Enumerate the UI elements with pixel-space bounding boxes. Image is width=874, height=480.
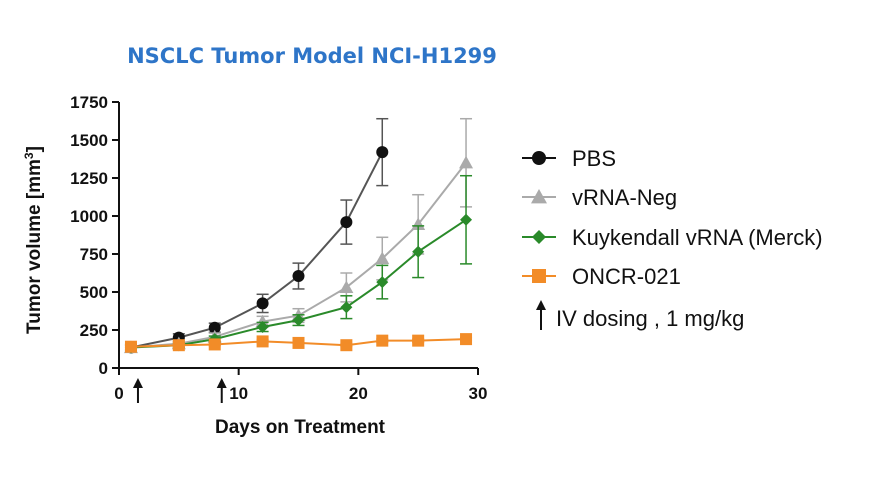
x-tick-label: 20 [349, 384, 368, 403]
legend-label: vRNA-Neg [572, 185, 677, 210]
data-point [292, 270, 305, 283]
data-point [460, 213, 473, 226]
legend-item: ONCR-021 [522, 264, 681, 289]
data-point [255, 314, 270, 328]
dosing-arrow-head [536, 300, 546, 310]
y-axis-label-superscript: 3 [22, 152, 36, 159]
x-axis-label: Days on Treatment [215, 417, 386, 438]
dosing-arrow-head [216, 378, 227, 388]
dosing-arrow [132, 378, 143, 403]
y-axis-label-text: Tumor volume [mm [24, 159, 45, 334]
legend-marker [532, 230, 546, 244]
data-point [208, 321, 221, 334]
data-point [172, 339, 185, 352]
legend-label: ONCR-021 [572, 264, 681, 289]
data-point [256, 320, 269, 333]
data-point [256, 297, 269, 310]
legend-dosing-arrow [536, 300, 546, 330]
series-oncr-021 [124, 333, 473, 353]
legend-item: PBS [522, 146, 616, 171]
data-point [376, 276, 389, 289]
data-point [340, 216, 353, 229]
y-tick-label: 1250 [70, 169, 108, 188]
plot-area: 0 250 500 750 1000 1250 1500 1750 0 10 20 30 [70, 93, 487, 403]
data-point [412, 245, 425, 258]
dosing-arrow [216, 378, 227, 403]
data-point [411, 217, 426, 230]
y-tick-label: 500 [80, 283, 108, 302]
data-point [459, 155, 474, 169]
y-tick-label: 1000 [70, 207, 108, 226]
x-tick-label: 30 [469, 384, 488, 403]
data-point [124, 340, 137, 353]
legend-item: vRNA-Neg [522, 185, 677, 210]
data-point [256, 335, 269, 348]
y-axis-label: Tumor volume [mm3] [22, 146, 45, 334]
y-tick-label: 750 [80, 245, 108, 264]
data-point [339, 280, 354, 294]
data-point [376, 146, 389, 159]
data-point [412, 334, 425, 347]
y-tick-label: 1500 [70, 131, 108, 150]
y-tick-label: 1750 [70, 93, 108, 112]
data-point [340, 301, 353, 314]
data-point [375, 251, 390, 265]
data-point [376, 334, 389, 347]
legend-marker [532, 151, 546, 165]
data-point [292, 336, 305, 349]
data-point [208, 338, 221, 351]
x-tick-label: 0 [114, 384, 123, 403]
legend-item: Kuykendall vRNA (Merck) [522, 225, 823, 250]
dosing-arrow-head [132, 378, 143, 388]
legend-marker [531, 189, 547, 204]
data-point [292, 314, 305, 327]
legend: PBS vRNA-Neg Kuykendall vRNA (Merck) ONCR-0… [522, 146, 823, 330]
legend-label: PBS [572, 146, 616, 171]
data-point [340, 339, 353, 352]
legend-marker [532, 269, 546, 283]
x-tick-label: 10 [229, 384, 248, 403]
y-tick-label: 250 [80, 321, 108, 340]
legend-label: Kuykendall vRNA (Merck) [572, 225, 823, 250]
y-axis-label-suffix: ] [24, 146, 45, 152]
data-point [460, 333, 473, 346]
chart-title: NSCLC Tumor Model NCI-H1299 [127, 44, 497, 68]
dosing-legend-label: IV dosing , 1 mg/kg [556, 306, 744, 331]
y-tick-label: 0 [99, 359, 108, 378]
